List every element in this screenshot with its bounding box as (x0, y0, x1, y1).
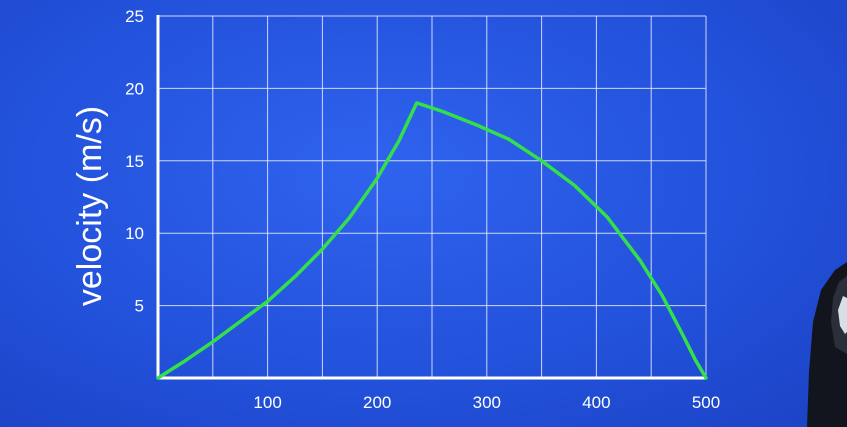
y-axis-label: velocity (m/s) (71, 106, 109, 306)
presenter-silhouette (807, 262, 847, 427)
y-tick-label: 15 (125, 152, 144, 171)
tick-labels: 100 200 300 400 500 5 10 15 20 25 (125, 7, 720, 412)
y-tick-label: 25 (125, 7, 144, 26)
axes (156, 15, 707, 380)
y-tick-label: 5 (135, 297, 144, 316)
x-tick-label: 500 (692, 393, 720, 412)
x-tick-label: 400 (582, 393, 610, 412)
y-tick-label: 10 (125, 224, 144, 243)
x-tick-label: 300 (473, 393, 501, 412)
series (156, 101, 708, 380)
grid (158, 15, 707, 378)
velocity-series-line (156, 101, 708, 380)
x-tick-label: 100 (253, 393, 281, 412)
x-tick-label: 200 (363, 393, 391, 412)
y-tick-label: 20 (125, 79, 144, 98)
